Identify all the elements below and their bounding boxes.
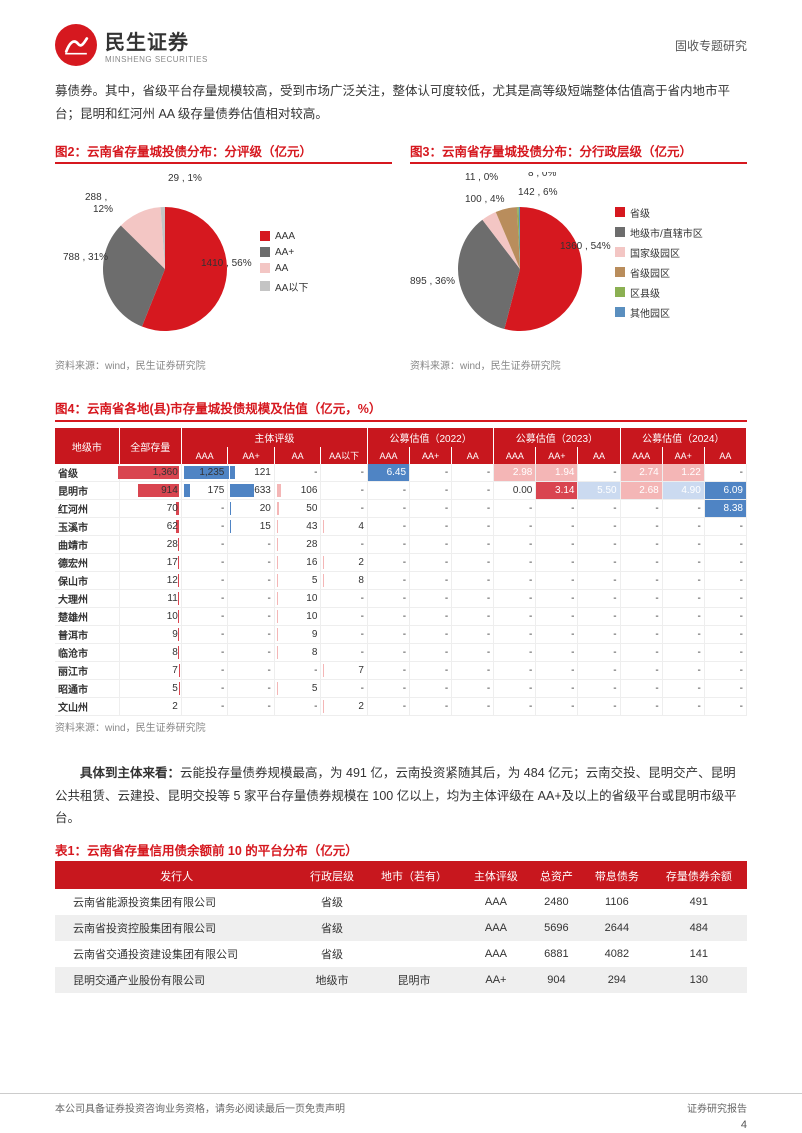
figure-4-title: 图4：云南省各地(县)市存量城投债规模及估值（亿元，%） bbox=[55, 398, 747, 417]
intro-paragraph: 募债券。其中，省级平台存量规模较高，受到市场广泛关注，整体认可度较低，尤其是高等… bbox=[55, 80, 747, 125]
svg-text:288 ,: 288 , bbox=[85, 192, 107, 203]
legend-item: AA以下 bbox=[260, 279, 308, 294]
svg-text:788 , 31%: 788 , 31% bbox=[63, 252, 108, 263]
body-paragraph-2: 具体到主体来看：云能投存量债券规模最高，为 491 亿，云南投资紧随其后，为 4… bbox=[55, 762, 747, 830]
svg-text:8 , 0%: 8 , 0% bbox=[528, 172, 556, 179]
legend-item: AA+ bbox=[260, 247, 308, 258]
figure-4-table: 地级市全部存量主体评级公募估值（2022）公募估值（2023）公募估值（2024… bbox=[55, 428, 747, 716]
svg-text:142 , 6%: 142 , 6% bbox=[518, 187, 558, 198]
chart-2-pie: 29 , 1% 288 ,12% 788 , 31% 1410 , 56% bbox=[55, 172, 260, 352]
legend-item: 其他园区 bbox=[615, 305, 703, 320]
svg-text:12%: 12% bbox=[93, 204, 113, 215]
legend-item: 区县级 bbox=[615, 285, 703, 300]
svg-text:100 , 4%: 100 , 4% bbox=[465, 194, 505, 205]
logo-icon bbox=[55, 24, 97, 66]
chart-2-block: 图2：云南省存量城投债分布：分评级（亿元） 29 , 1% 288 ,12% 788… bbox=[55, 141, 392, 372]
chart-2-title: 图2：云南省存量城投债分布：分评级（亿元） bbox=[55, 141, 392, 160]
chart-3-source: 资料来源：wind，民生证券研究院 bbox=[410, 357, 747, 372]
legend-item: AA bbox=[260, 263, 308, 274]
svg-text:1360 , 54%: 1360 , 54% bbox=[560, 241, 611, 252]
footer-disclaimer: 本公司具备证券投资咨询业务资格，请务必阅读最后一页免责声明 bbox=[55, 1100, 345, 1115]
chart-3-legend: 省级地级市/直辖市区国家级园区省级园区区县级其他园区 bbox=[615, 205, 703, 320]
chart-2-source: 资料来源：wind，民生证券研究院 bbox=[55, 357, 392, 372]
page-number: 4 bbox=[741, 1119, 747, 1131]
legend-item: AAA bbox=[260, 231, 308, 242]
figure-4-block: 图4：云南省各地(县)市存量城投债规模及估值（亿元，%） 地级市全部存量主体评级… bbox=[55, 398, 747, 734]
page-header: 民生证券 MINSHENG SECURITIES 固收专题研究 bbox=[0, 0, 802, 66]
page-footer: 本公司具备证券投资咨询业务资格，请务必阅读最后一页免责声明 证券研究报告 bbox=[0, 1093, 802, 1115]
brand-logo: 民生证券 MINSHENG SECURITIES bbox=[55, 24, 208, 66]
chart-3-pie: 11 , 0% 8 , 0% 142 , 6% 100 , 4% 895 , 36% 13… bbox=[410, 172, 615, 352]
brand-name-en: MINSHENG SECURITIES bbox=[105, 55, 208, 64]
legend-item: 地级市/直辖市区 bbox=[615, 225, 703, 240]
table-1: 发行人行政层级地市（若有）主体评级总资产带息债务存量债券余额云南省能源投资集团有… bbox=[55, 863, 747, 993]
svg-text:11 , 0%: 11 , 0% bbox=[465, 172, 498, 183]
table-1-title: 表1：云南省存量信用债余额前 10 的平台分布（亿元） bbox=[55, 840, 747, 859]
svg-text:1410 , 56%: 1410 , 56% bbox=[201, 258, 252, 269]
doc-type-label: 固收专题研究 bbox=[675, 37, 747, 54]
chart-3-block: 图3：云南省存量城投债分布：分行政层级（亿元） 11 , 0% 8 , 0% 142… bbox=[410, 141, 747, 372]
brand-name-cn: 民生证券 bbox=[105, 26, 208, 55]
svg-text:29 , 1%: 29 , 1% bbox=[168, 173, 202, 184]
figure-4-source: 资料来源：wind，民生证券研究院 bbox=[55, 719, 747, 734]
legend-item: 省级园区 bbox=[615, 265, 703, 280]
footer-report-type: 证券研究报告 bbox=[687, 1100, 747, 1115]
legend-item: 省级 bbox=[615, 205, 703, 220]
pie-charts-row: 图2：云南省存量城投债分布：分评级（亿元） 29 , 1% 288 ,12% 788… bbox=[55, 141, 747, 372]
svg-text:895 , 36%: 895 , 36% bbox=[410, 276, 455, 287]
legend-item: 国家级园区 bbox=[615, 245, 703, 260]
chart-2-legend: AAA AA+ AA AA以下 bbox=[260, 231, 308, 294]
chart-3-title: 图3：云南省存量城投债分布：分行政层级（亿元） bbox=[410, 141, 747, 160]
